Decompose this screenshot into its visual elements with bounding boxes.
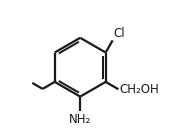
Text: CH₂OH: CH₂OH <box>119 83 159 96</box>
Text: Cl: Cl <box>114 27 125 40</box>
Text: NH₂: NH₂ <box>69 113 91 126</box>
